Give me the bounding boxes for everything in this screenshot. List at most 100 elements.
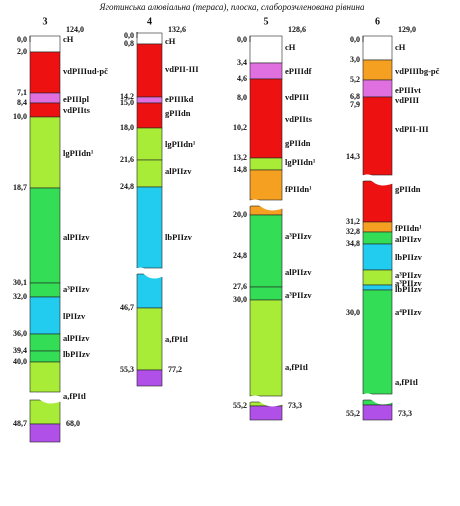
- column-number: 3: [43, 16, 48, 27]
- stratigraphic-index: ePIIIvt: [395, 85, 421, 95]
- layer: [136, 127, 163, 161]
- depth-label: 27,6: [233, 282, 247, 291]
- column-number: 4: [147, 16, 152, 27]
- layer: [362, 79, 393, 98]
- stratigraphic-index: vdPIIts: [63, 105, 91, 115]
- section-break: [25, 392, 65, 404]
- bottom-elevation: 73,3: [288, 401, 302, 410]
- depth-label: 30,1: [13, 278, 27, 287]
- depth-label: 55,3: [120, 365, 134, 374]
- surface-elevation: 128,6: [288, 25, 306, 34]
- depth-label: 32,0: [13, 292, 27, 301]
- stratigraphic-index: cH: [395, 42, 406, 52]
- depth-label: 24,8: [233, 251, 247, 260]
- layer: [249, 78, 283, 159]
- depth-label: 32,8: [346, 227, 360, 236]
- stratigraphic-index: a,fPItl: [63, 391, 87, 401]
- stratigraphic-index: a³PIIzv: [285, 290, 312, 300]
- stratigraphic-index: fPIIdn¹: [285, 184, 312, 194]
- bottom-elevation: 77,2: [168, 365, 182, 374]
- surface-elevation: 129,0: [398, 25, 416, 34]
- layer: [249, 299, 283, 397]
- layer: [362, 35, 393, 61]
- layer: [29, 51, 61, 94]
- depth-label: 14,2: [120, 92, 134, 101]
- depth-label: 2,0: [17, 47, 27, 56]
- stratigraphic-index: a⁴PIIzv: [395, 307, 422, 317]
- depth-label: 10,2: [233, 123, 247, 132]
- depth-label: 8,4: [17, 98, 27, 107]
- layer: [362, 221, 393, 233]
- stratigraphic-index: a³PIIzv: [395, 270, 422, 280]
- layer: [136, 307, 163, 371]
- surface-elevation: 132,6: [168, 25, 186, 34]
- depth-label: 0,0: [17, 35, 27, 44]
- layer: [29, 423, 61, 443]
- surface-elevation: 124,0: [66, 25, 84, 34]
- depth-label: 7,1: [17, 88, 27, 97]
- stratigraphic-index: cH: [165, 36, 176, 46]
- stratigraphic-index: lPIIzv: [63, 311, 86, 321]
- layer: [362, 284, 393, 291]
- layer: [362, 289, 393, 395]
- stratigraphic-index: lbPIIzv: [63, 349, 91, 359]
- layer: [29, 282, 61, 298]
- layer: [362, 243, 393, 271]
- depth-label: 3,4: [237, 58, 247, 67]
- stratigraphic-index: alPIIzv: [63, 333, 90, 343]
- layer: [249, 169, 283, 201]
- stratigraphic-index: a³PIIzv: [63, 284, 90, 294]
- layer: [136, 43, 163, 98]
- section-break: [132, 267, 167, 279]
- stratigraphic-index: fPIIdn¹: [395, 223, 422, 233]
- layer: [29, 102, 61, 118]
- layer: [249, 157, 283, 171]
- stratigraphic-index: vdPIII: [285, 92, 310, 102]
- depth-label: 30,0: [346, 308, 360, 317]
- layer: [29, 116, 61, 189]
- layer: [29, 361, 61, 393]
- depth-label: 10,0: [13, 112, 27, 121]
- stratigraphic-index: a,fPItl: [285, 362, 309, 372]
- layer: [249, 35, 283, 64]
- stratigraphic-index: vdPIIIbg-pč: [395, 66, 440, 76]
- stratigraphic-index: vdPIII: [395, 95, 420, 105]
- bottom-elevation: 68,0: [66, 419, 80, 428]
- depth-label: 18,0: [120, 123, 134, 132]
- layer: [29, 92, 61, 104]
- stratigraphic-index: a,fPItl: [395, 377, 419, 387]
- stratigraphic-index: a³PIIzv: [395, 278, 422, 288]
- depth-label: 0,8: [124, 39, 134, 48]
- layer: [29, 399, 61, 425]
- stratigraphic-index: alPIIzv: [285, 267, 312, 277]
- layer: [136, 186, 163, 269]
- layer: [249, 286, 283, 301]
- layer: [29, 187, 61, 284]
- depth-label: 48,7: [13, 419, 27, 428]
- column-number: 5: [264, 16, 269, 27]
- layer: [249, 62, 283, 80]
- stratigraphic-index: ePIIIdf: [285, 66, 312, 76]
- column-number: 6: [375, 16, 380, 27]
- layer: [136, 273, 163, 309]
- depth-label: 20,0: [233, 210, 247, 219]
- depth-label: 7,9: [350, 100, 360, 109]
- layer: [136, 159, 163, 188]
- depth-label: 0,0: [124, 31, 134, 40]
- stratigraphic-index: lgPIIdn¹: [285, 157, 316, 167]
- layer: [136, 96, 163, 104]
- layer: [29, 350, 61, 363]
- depth-label: 34,8: [346, 239, 360, 248]
- stratigraphic-index: cH: [63, 34, 74, 44]
- stratigraphic-index: alPIIzv: [395, 234, 422, 244]
- depth-label: 3,0: [350, 55, 360, 64]
- section-break: [358, 174, 397, 186]
- stratigraphic-index: lbPIIzv: [395, 252, 423, 262]
- stratigraphic-index: alPIIzv: [165, 166, 192, 176]
- layer: [362, 269, 393, 286]
- stratigraphic-index: ePIIIkd: [165, 94, 194, 104]
- depth-label: 21,6: [120, 155, 134, 164]
- stratigraphic-index: vdPIIts: [285, 114, 313, 124]
- title: Яготинська алювіальна (тераса), плоска, …: [99, 2, 365, 12]
